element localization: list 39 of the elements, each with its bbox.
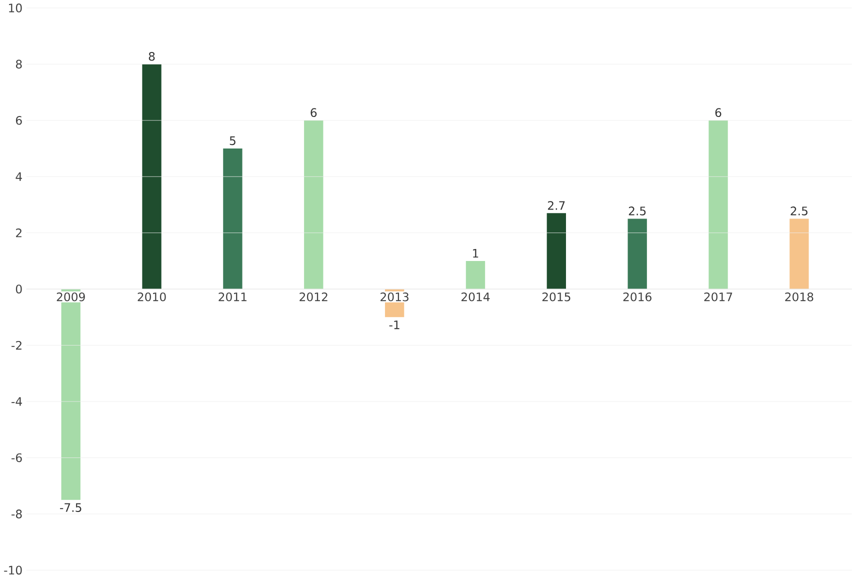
bar — [628, 218, 647, 290]
data-label: 2.5 — [790, 206, 808, 216]
data-label: -1 — [389, 320, 400, 330]
y-tick-label: -10 — [4, 566, 22, 575]
data-label: -7.5 — [60, 503, 82, 512]
bar — [304, 120, 324, 290]
x-tick-label: 2011 — [218, 292, 246, 302]
bar — [466, 260, 486, 290]
bar — [708, 120, 728, 290]
data-label: 2.5 — [628, 206, 646, 216]
x-tick-label: 2016 — [623, 292, 652, 302]
y-tick-label: -6 — [12, 453, 22, 462]
bar — [546, 213, 566, 290]
x-tick-label: 2015 — [542, 292, 570, 302]
data-label: 1 — [473, 248, 478, 258]
y-tick-label: -2 — [12, 340, 22, 350]
bar — [223, 148, 242, 290]
x-tick-label: 2017 — [704, 292, 732, 302]
y-tick-label: 6 — [16, 116, 22, 125]
data-label: 6 — [310, 108, 317, 117]
x-tick-label: 2009 — [56, 292, 85, 302]
x-tick-label: 2018 — [785, 292, 814, 302]
data-label: 6 — [715, 108, 722, 117]
y-tick-label: 10 — [9, 4, 22, 12]
x-tick-label: 2010 — [138, 292, 166, 302]
data-label: 5 — [230, 136, 236, 146]
bar — [142, 64, 162, 290]
y-tick-label: 2 — [16, 228, 22, 238]
y-tick-label: 8 — [16, 60, 22, 69]
data-label: 2.7 — [548, 201, 565, 210]
x-tick-label: 2012 — [300, 292, 328, 302]
x-tick-label: 2014 — [461, 292, 490, 302]
y-tick-label: -8 — [12, 509, 22, 518]
x-tick-label: 2013 — [380, 292, 408, 302]
data-label: 8 — [148, 52, 155, 61]
y-tick-label: -4 — [12, 397, 22, 406]
bar — [790, 218, 809, 290]
y-tick-label: 0 — [16, 284, 22, 294]
y-tick-label: 4 — [16, 172, 22, 181]
